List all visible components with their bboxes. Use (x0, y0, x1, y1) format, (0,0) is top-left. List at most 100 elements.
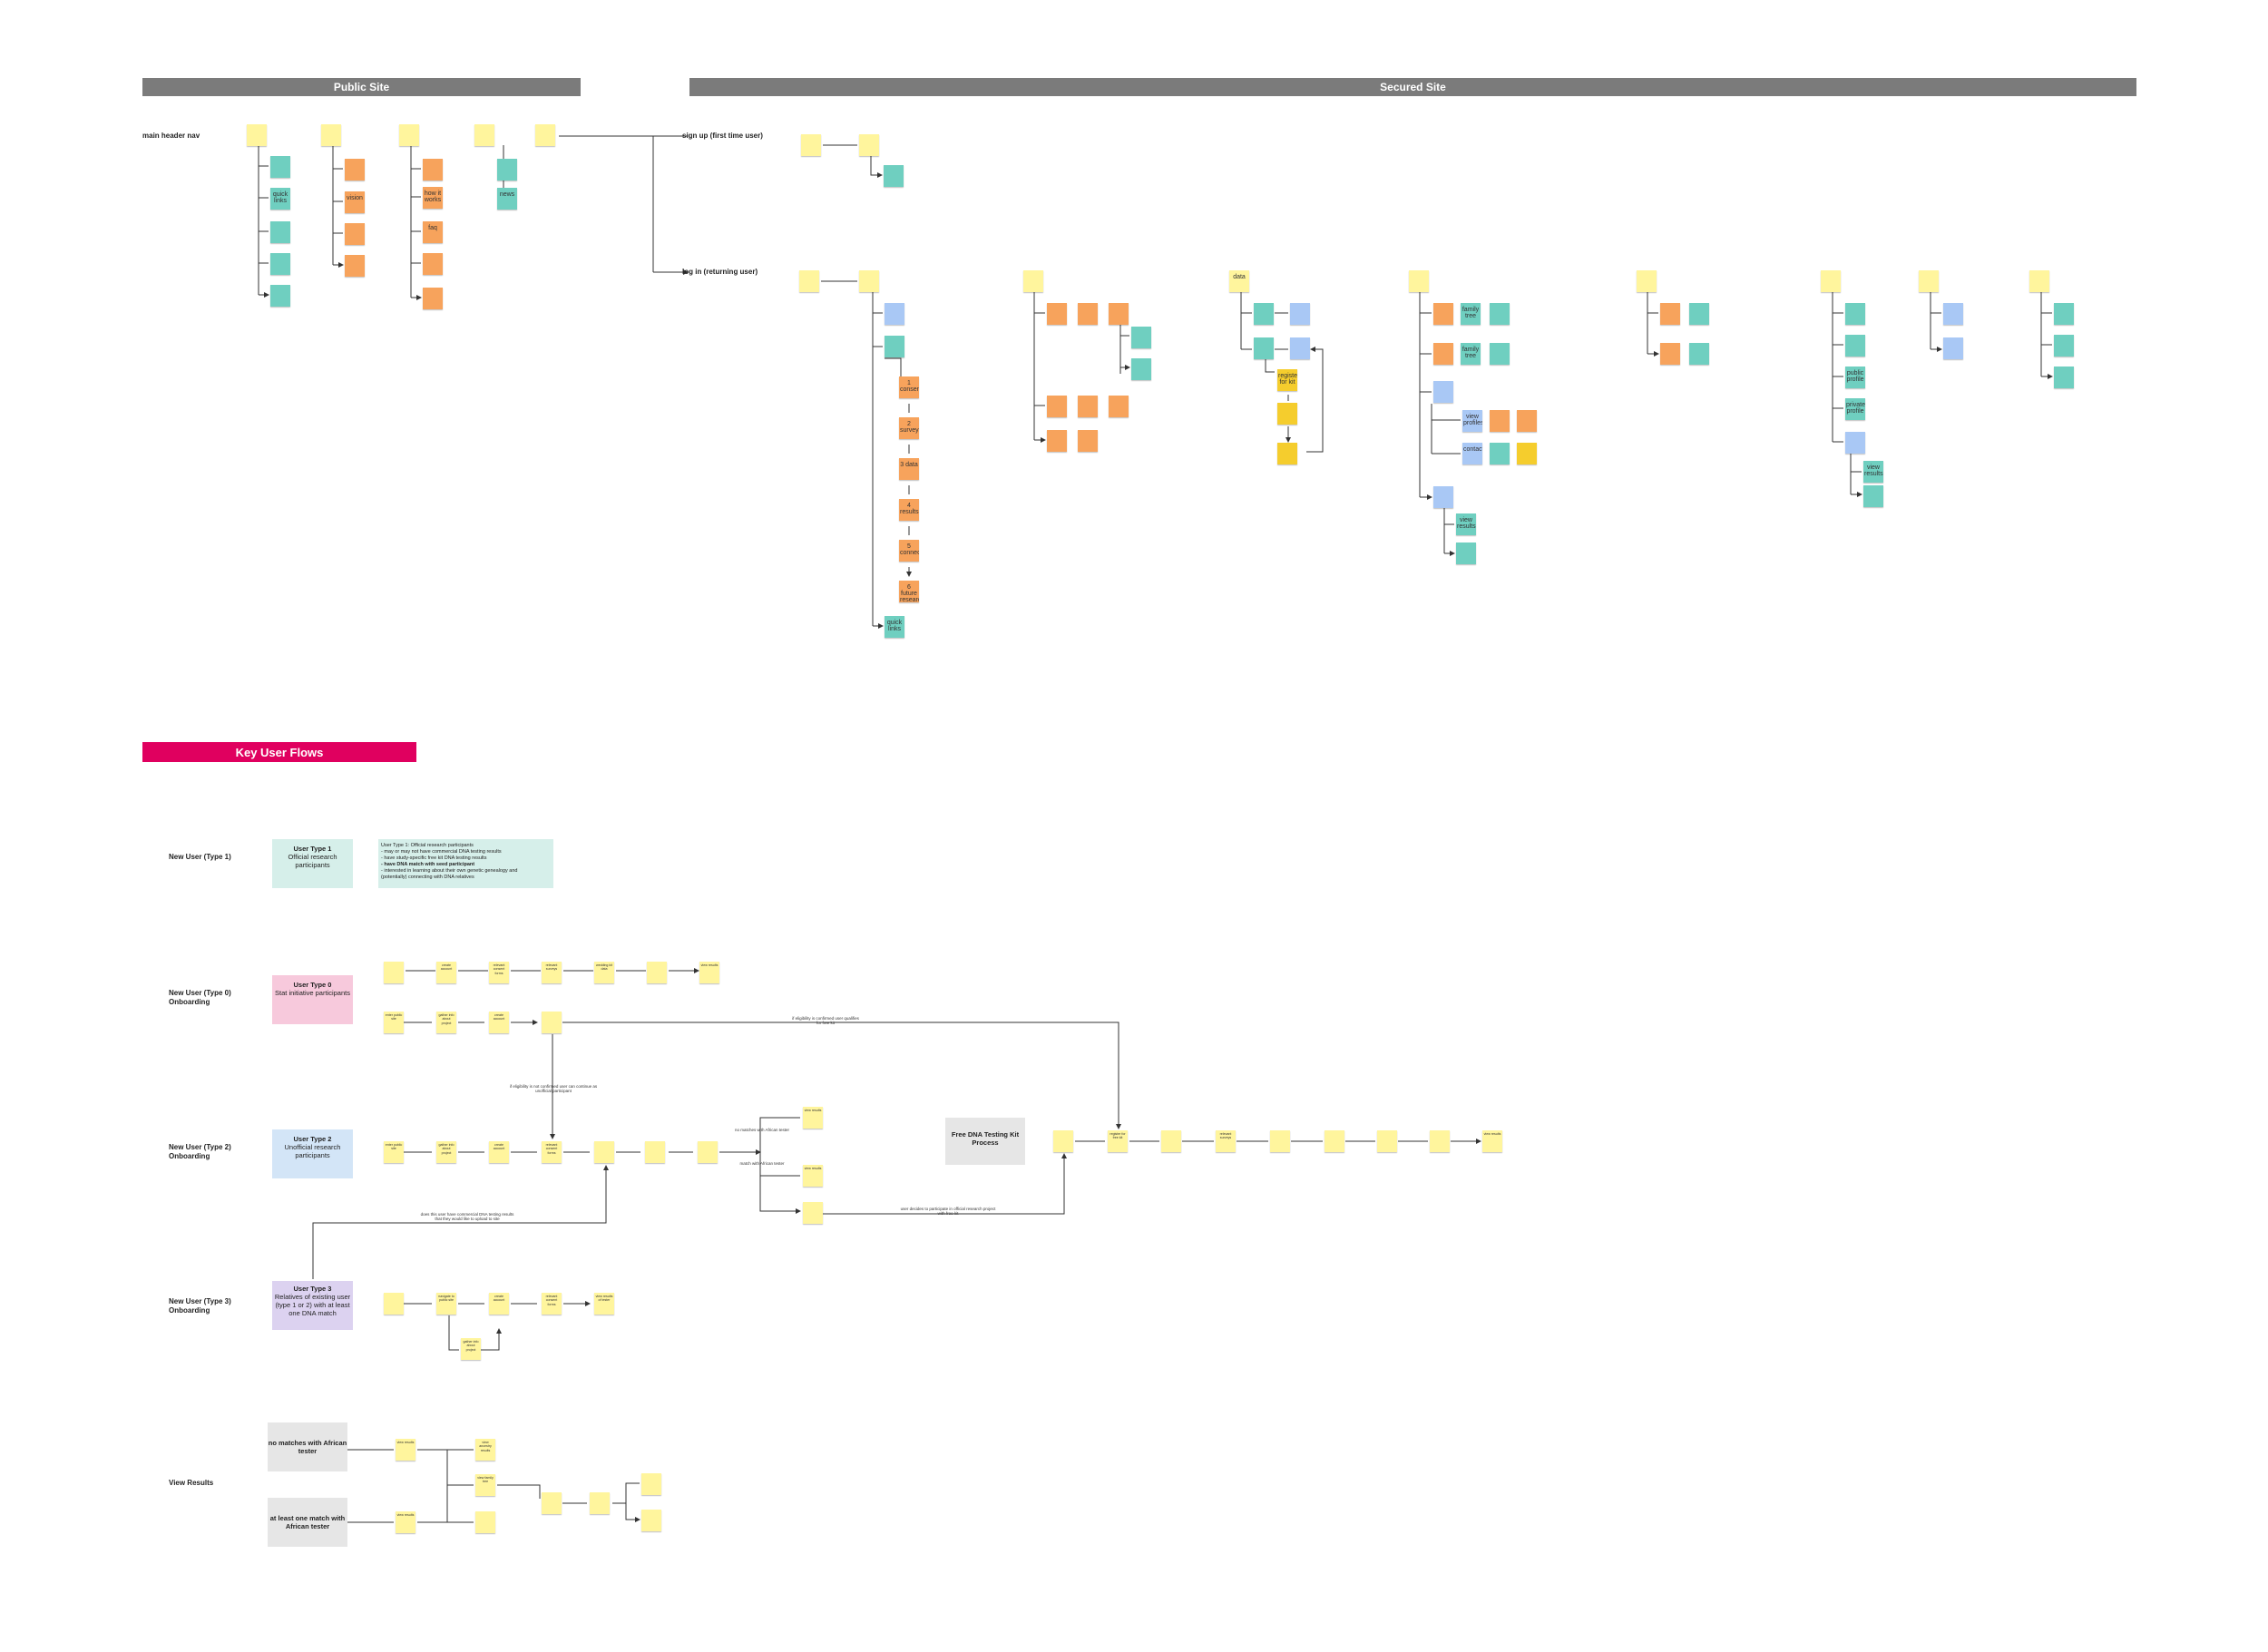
ancestry-item (1660, 303, 1680, 325)
login-quick-links: quick links (885, 616, 904, 638)
research-item (1047, 303, 1067, 325)
private-profile: private profile (1845, 398, 1865, 420)
notifications-item (1943, 303, 1963, 325)
kit-step (1325, 1130, 1344, 1152)
flow2-step: gather info about project (436, 1141, 456, 1163)
step-connect: 5 connect (899, 540, 919, 562)
public-col2-item (345, 223, 365, 245)
notifications-sticky (1919, 270, 1939, 292)
data-item (1290, 303, 1310, 325)
flow0b-step: create account (489, 1012, 509, 1033)
community-item (1517, 410, 1537, 432)
public-col2-item (345, 255, 365, 277)
flow3-step: create account (489, 1293, 509, 1315)
step-consent: 1 consent (899, 376, 919, 398)
public-col3-item (423, 159, 443, 181)
research-item (1078, 303, 1098, 325)
step-surveys: 2 surveys (899, 417, 919, 439)
data-item (1290, 337, 1310, 359)
vr-step (590, 1492, 610, 1514)
match-found-annotation: match with African tester (739, 1161, 785, 1166)
flow0b-step: enter public site (384, 1012, 404, 1033)
research-item (1131, 327, 1151, 348)
vr-family-tree: view family tree (475, 1474, 495, 1496)
user-type0-box: User Type 0 Stat initiative participants (272, 975, 353, 1024)
account-item (1845, 303, 1865, 325)
view-results-community: view results (1456, 513, 1476, 535)
decides-official-annotation: user decides to participate in official … (900, 1207, 996, 1216)
secured-site-header: Secured Site (689, 78, 2136, 96)
note-line: User Type 1: Official research participa… (381, 843, 474, 848)
flow0a-start (384, 962, 404, 983)
sign-up-label[interactable]: sign up (first time user) (682, 132, 763, 140)
public-col3-faq: faq (423, 221, 443, 243)
flow3-sub-step: gather info about project (461, 1338, 481, 1360)
settings-sticky (2029, 270, 2049, 292)
nav-project-sticky (399, 124, 419, 146)
research-item (1078, 430, 1098, 452)
data-sticky: data (1229, 270, 1249, 292)
login-account-sticky (799, 270, 819, 292)
kit-step (1053, 1130, 1073, 1152)
community-item (1490, 410, 1510, 432)
kit-step: register for free kit (1108, 1130, 1128, 1152)
community-item (1517, 443, 1537, 464)
flow0a-step (647, 962, 667, 983)
ancestry-item (1689, 303, 1709, 325)
flow2-view-results: view results (803, 1107, 823, 1129)
ancestry-sticky (1637, 270, 1657, 292)
user-type0-title: User Type 0 (293, 981, 332, 989)
user-type2-title: User Type 2 (293, 1135, 332, 1143)
public-col3-item (423, 253, 443, 275)
user-type3-sub: Relatives of existing user (type 1 or 2)… (274, 1293, 351, 1317)
nav-news-sticky (474, 124, 494, 146)
account-item (1863, 485, 1883, 507)
community-item (1433, 381, 1453, 403)
community-item (1490, 343, 1510, 365)
account-item (1845, 335, 1865, 357)
note-line: - may or may not have commercial DNA tes… (381, 849, 502, 855)
vr-view-results: view results (396, 1439, 415, 1461)
flow0a-step: relevant consent forms (489, 962, 509, 983)
data-item (1254, 303, 1274, 325)
kit-step (1161, 1130, 1181, 1152)
user-type3-title: User Type 3 (293, 1285, 332, 1293)
public-site-header: Public Site (142, 78, 581, 96)
type0-row-label: New User (Type 0) Onboarding (169, 989, 231, 1006)
step-future-research: 6 future research (899, 581, 919, 602)
community-item (1433, 343, 1453, 365)
user-type2-box: User Type 2 Unofficial research particip… (272, 1129, 353, 1178)
flow2-step (645, 1141, 665, 1163)
ancestry-item (1660, 343, 1680, 365)
kit-step (1270, 1130, 1290, 1152)
kit-step (1377, 1130, 1397, 1152)
public-col3-how-it-works: how it works (423, 187, 443, 209)
note-line: - interested in learning about their own… (381, 868, 518, 874)
data-item (1254, 337, 1274, 359)
no-matches-annotation: no matches with African tester (734, 1128, 790, 1132)
family-tree-1: family tree (1461, 303, 1481, 325)
note-line: - have study-specific free kit DNA testi… (381, 855, 487, 861)
type1-row-label: New User (Type 1) (169, 853, 231, 861)
key-user-flows-header: Key User Flows (142, 742, 416, 762)
user-type2-sub: Unofficial research participants (284, 1143, 341, 1159)
account-item (1845, 432, 1865, 454)
settings-item (2054, 367, 2074, 388)
flow2-decide (803, 1202, 823, 1224)
nav-about-sticky (321, 124, 341, 146)
flow0a-step: wedding kit data (594, 962, 614, 983)
eligible-not-confirmed-annotation: if eligibility is not confirmed user can… (509, 1084, 598, 1093)
community-item (1490, 303, 1510, 325)
flow2-step: create account (489, 1141, 509, 1163)
user-type3-box: User Type 3 Relatives of existing user (… (272, 1281, 353, 1330)
public-col4-item (497, 159, 517, 181)
user-type1-box: User Type 1 Official research participan… (272, 839, 353, 888)
public-profile: public profile (1845, 367, 1865, 388)
log-in-label[interactable]: log in (returning user) (682, 268, 758, 276)
nav-home-sticky (247, 124, 267, 146)
community-item (1433, 486, 1453, 508)
login-progress-sticky (885, 303, 904, 325)
user-type1-title: User Type 1 (293, 845, 332, 853)
type3-row-label: New User (Type 3) Onboarding (169, 1297, 231, 1315)
research-item (1109, 396, 1129, 417)
